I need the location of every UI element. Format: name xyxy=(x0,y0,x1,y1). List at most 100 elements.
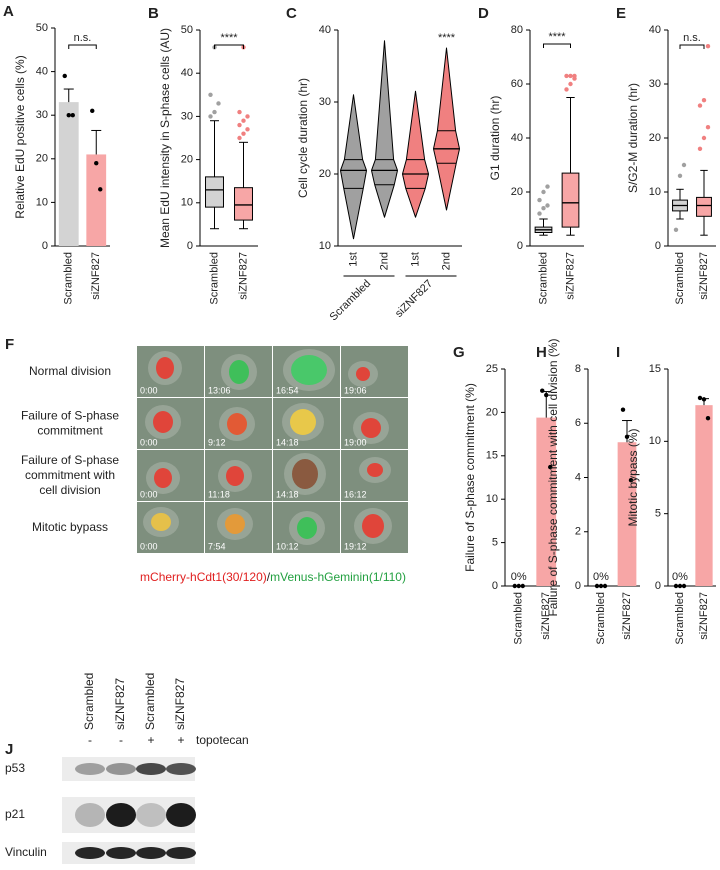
data-point xyxy=(681,583,687,589)
y-tick-label: 5 xyxy=(655,508,661,520)
outlier xyxy=(572,73,577,79)
violin xyxy=(401,90,430,218)
box xyxy=(561,172,580,228)
y-axis-label: G1 duration (hr) xyxy=(488,96,502,181)
timestamp: 0:00 xyxy=(140,489,158,499)
outlier xyxy=(237,109,242,115)
panel-letter: B xyxy=(148,5,159,22)
group-label: Scrambled xyxy=(328,278,374,324)
data-point xyxy=(548,464,553,470)
timestamp: 7:54 xyxy=(208,541,226,551)
protein-label: p21 xyxy=(5,807,25,821)
nucleus xyxy=(227,413,247,435)
panel-letter: C xyxy=(286,5,297,22)
x-tick-label: 2nd xyxy=(440,252,452,270)
caption-part: mVenus-hGeminin(1/110) xyxy=(270,570,406,584)
panel-letter: J xyxy=(5,741,13,758)
bar xyxy=(58,102,79,247)
y-axis-label: S/G2-M duration (hr) xyxy=(626,83,640,193)
data-point xyxy=(705,415,711,421)
nucleus xyxy=(153,411,173,433)
protein-label: Vinculin xyxy=(5,845,47,859)
timestamp: 13:06 xyxy=(208,385,231,395)
lane-label: Scrambled xyxy=(82,673,96,730)
data-point xyxy=(598,583,604,589)
timestamp: 19:00 xyxy=(344,437,367,447)
data-point xyxy=(697,395,703,401)
nucleus xyxy=(229,360,249,384)
y-tick-label: 10 xyxy=(181,197,193,209)
treatment-sign: - xyxy=(119,733,123,747)
y-tick-label: 15 xyxy=(486,450,498,462)
data-point xyxy=(90,108,95,114)
box xyxy=(205,176,224,208)
blot-band xyxy=(106,803,136,827)
nucleus xyxy=(151,513,171,531)
y-tick-label: 20 xyxy=(36,153,48,165)
row-label: Failure of S-phase xyxy=(21,453,119,467)
annotation: **** xyxy=(220,32,238,44)
value-label: 0% xyxy=(593,571,609,583)
y-tick-label: 0 xyxy=(655,580,661,592)
nucleus xyxy=(225,514,245,534)
panel-letter: A xyxy=(3,3,14,20)
annotation: **** xyxy=(438,32,456,44)
group-label: siZNF827 xyxy=(393,278,435,320)
nucleus xyxy=(361,418,381,438)
x-tick-label: siZNF827 xyxy=(90,252,102,300)
nucleus xyxy=(154,468,172,488)
y-tick-label: 0 xyxy=(517,240,523,252)
timestamp: 16:12 xyxy=(344,489,367,499)
outlier xyxy=(697,103,703,108)
y-tick-label: 10 xyxy=(649,186,661,198)
timestamp: 0:00 xyxy=(140,541,158,551)
nucleus xyxy=(356,367,370,381)
box xyxy=(696,196,712,217)
lane-label: siZNF827 xyxy=(173,678,187,730)
treatment-sign: + xyxy=(177,733,184,747)
data-point xyxy=(512,583,517,589)
data-point xyxy=(677,583,683,589)
outlier xyxy=(541,189,546,195)
nucleus xyxy=(291,355,327,385)
outlier xyxy=(241,118,246,123)
y-tick-label: 8 xyxy=(575,363,581,375)
annotation: n.s. xyxy=(683,32,701,44)
timestamp: 10:12 xyxy=(276,541,299,551)
timestamp: 19:12 xyxy=(344,541,367,551)
data-point xyxy=(540,388,545,393)
treatment-sign: + xyxy=(147,733,154,747)
timestamp: 9:12 xyxy=(208,437,226,447)
bar xyxy=(536,417,557,586)
data-point xyxy=(70,113,75,118)
panel-letter: H xyxy=(536,344,547,361)
nucleus xyxy=(297,517,317,539)
y-tick-label: 60 xyxy=(511,78,523,90)
bar xyxy=(86,154,107,246)
y-axis-label: Cell cycle duration (hr) xyxy=(296,78,310,198)
blot-band xyxy=(136,763,166,775)
y-axis-label: Mitotic bypass (%) xyxy=(626,428,640,526)
timestamp: 0:00 xyxy=(140,385,158,395)
nucleus xyxy=(290,409,316,435)
data-point xyxy=(520,583,525,589)
outlier xyxy=(564,87,569,92)
row-label: commitment xyxy=(37,424,103,438)
x-tick-label: Scrambled xyxy=(208,252,220,305)
caption-part: / xyxy=(267,570,271,584)
y-tick-label: 20 xyxy=(319,168,331,180)
blot-band xyxy=(136,803,166,827)
value-label: 0% xyxy=(672,571,688,583)
blot-band xyxy=(75,847,105,859)
y-tick-label: 50 xyxy=(181,24,193,36)
data-point xyxy=(673,583,679,589)
outlier xyxy=(545,203,550,208)
outlier xyxy=(545,184,550,189)
y-tick-label: 10 xyxy=(36,196,48,208)
blot-band xyxy=(106,847,136,859)
y-tick-label: 30 xyxy=(649,78,661,90)
timestamp: 11:18 xyxy=(208,489,230,499)
y-tick-label: 40 xyxy=(181,67,193,79)
outlier xyxy=(537,197,542,203)
